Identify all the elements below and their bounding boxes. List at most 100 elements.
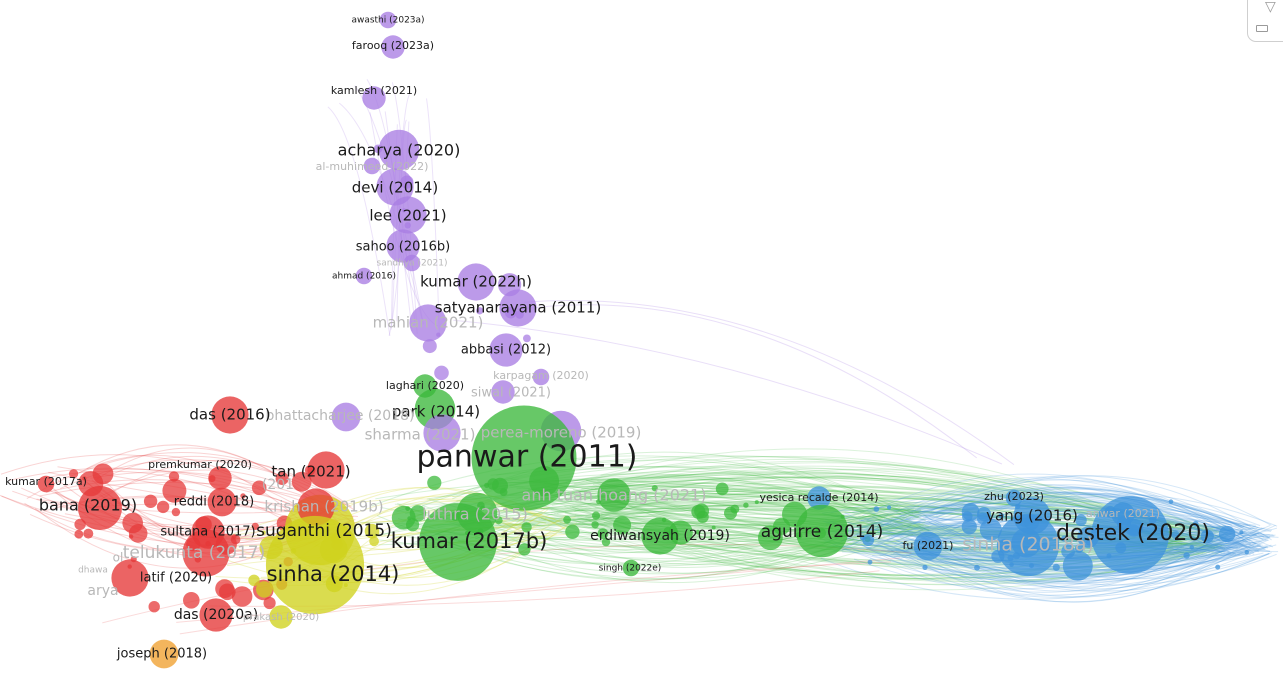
- network-label-bhattacharjee: bhattacharjee (2018): [266, 408, 415, 424]
- network-label-krishan: krishan (2019b): [264, 498, 383, 516]
- network-link: [391, 82, 418, 335]
- network-label-partial: arya: [87, 583, 118, 599]
- network-node-lee[interactable]: [389, 196, 427, 234]
- network-link: [823, 532, 1235, 584]
- network-link: [909, 511, 1272, 545]
- network-label-luthra: luthra (2015): [422, 505, 528, 524]
- filter-triangle-icon[interactable]: ▽: [1265, 0, 1276, 15]
- network-node-minor: [591, 511, 601, 520]
- network-link: [877, 516, 1237, 555]
- network-node-minor: [422, 339, 437, 354]
- network-link: [597, 521, 1198, 591]
- network-node-erdiwansyah[interactable]: [641, 517, 679, 555]
- network-node-sahoo[interactable]: [386, 229, 420, 263]
- network-node-minor: [1075, 514, 1087, 526]
- network-node-minor: [248, 574, 260, 586]
- network-node-satyanarayana[interactable]: [499, 289, 537, 327]
- network-node-abbasi[interactable]: [489, 333, 523, 367]
- network-node-sinha2018[interactable]: [996, 513, 1060, 577]
- network-link: [934, 520, 1270, 580]
- network-label-acharya: acharya (2020): [338, 141, 461, 160]
- network-link: [532, 472, 1183, 545]
- network-label-sinha2014: sinha (2014): [267, 562, 400, 586]
- network-label-farooq: farooq (2023a): [352, 39, 434, 52]
- network-node-kamlesh[interactable]: [362, 86, 386, 110]
- network-node-kumar2022h[interactable]: [457, 263, 495, 301]
- network-label-partial: ol: [113, 551, 124, 565]
- network-node-devi[interactable]: [376, 168, 414, 206]
- network-node-acharya[interactable]: [378, 129, 420, 171]
- network-node-farooq[interactable]: [381, 35, 405, 59]
- network-link: [930, 475, 1272, 541]
- network-node-joseph[interactable]: [149, 639, 179, 669]
- network-label-perea: perea-moreno (2019): [481, 424, 642, 442]
- network-label-latif: latif (2020): [140, 571, 212, 586]
- network-link: [371, 455, 927, 517]
- network-node-ahmad[interactable]: [355, 267, 373, 285]
- network-link: [838, 547, 1252, 579]
- network-node-sinha2014[interactable]: [265, 515, 365, 615]
- network-node-bhattacharjee[interactable]: [331, 402, 361, 432]
- network-node-tan[interactable]: [307, 451, 345, 489]
- network-link: [936, 488, 1252, 545]
- network-link: [475, 493, 923, 540]
- network-link: [215, 523, 577, 579]
- network-node-minor: [613, 516, 632, 535]
- network-node-almuhi[interactable]: [363, 157, 381, 175]
- network-node-minor: [1215, 564, 1221, 570]
- network-node-panwar[interactable]: [471, 405, 577, 511]
- network-link: [906, 509, 1241, 548]
- network-link: [547, 458, 1174, 527]
- network-link: [868, 544, 1259, 583]
- view-controls-panel[interactable]: [1247, 0, 1283, 42]
- network-node-telukunta[interactable]: [182, 529, 230, 577]
- network-node-destek[interactable]: [1091, 496, 1169, 574]
- network-node-minor: [476, 307, 484, 315]
- network-node-mahian[interactable]: [409, 304, 447, 342]
- minimize-icon[interactable]: [1256, 25, 1268, 32]
- network-node-zhu[interactable]: [1005, 489, 1023, 507]
- network-node-awasthi[interactable]: [379, 11, 397, 29]
- network-label-sandhya: sandhya (2021): [377, 259, 448, 269]
- network-label-bana: bana (2019): [39, 496, 137, 515]
- network-node-bana[interactable]: [78, 486, 122, 530]
- network-node-minor: [405, 506, 411, 511]
- network-label-partial: (201: [262, 477, 294, 493]
- network-node-yesica[interactable]: [807, 486, 831, 510]
- network-link: [906, 491, 1233, 532]
- network-link: [899, 536, 1272, 592]
- network-node-minor: [215, 579, 235, 599]
- network-node-minor: [695, 529, 701, 535]
- network-link: [873, 496, 1260, 539]
- network-node-singh[interactable]: [622, 559, 640, 577]
- network-link: [426, 98, 440, 338]
- network-node-minor: [256, 581, 273, 598]
- network-node-siwal[interactable]: [491, 380, 515, 404]
- network-link: [573, 455, 1178, 545]
- network-node-minor: [591, 521, 599, 529]
- network-node-das2016[interactable]: [211, 396, 249, 434]
- network-node-karpagam[interactable]: [532, 368, 550, 386]
- network-link: [921, 534, 1276, 563]
- network-label-das2016: das (2016): [189, 406, 270, 424]
- network-node-kumar2017a[interactable]: [37, 475, 55, 493]
- network-link: [906, 475, 1272, 528]
- network-node-minor: [1074, 544, 1084, 553]
- network-node-krishan[interactable]: [297, 488, 335, 526]
- network-label-abbasi: abbasi (2012): [461, 343, 551, 358]
- network-node-premkumar[interactable]: [208, 466, 232, 490]
- network-node-prakash[interactable]: [269, 605, 293, 629]
- network-node-fu[interactable]: [913, 531, 943, 561]
- network-node-sharma[interactable]: [423, 414, 461, 452]
- network-node-kumar2017b[interactable]: [419, 503, 497, 581]
- network-node-minor: [434, 365, 449, 381]
- network-node-minor: [1192, 520, 1199, 527]
- network-node-sandhya[interactable]: [403, 254, 421, 272]
- network-node-reddi[interactable]: [207, 487, 237, 517]
- network-node-anhtuan[interactable]: [597, 478, 631, 512]
- network-node-latif[interactable]: [111, 559, 149, 597]
- network-node-minor: [406, 518, 420, 532]
- network-node-das2020a[interactable]: [199, 598, 233, 632]
- network-node-aguirre[interactable]: [795, 504, 849, 558]
